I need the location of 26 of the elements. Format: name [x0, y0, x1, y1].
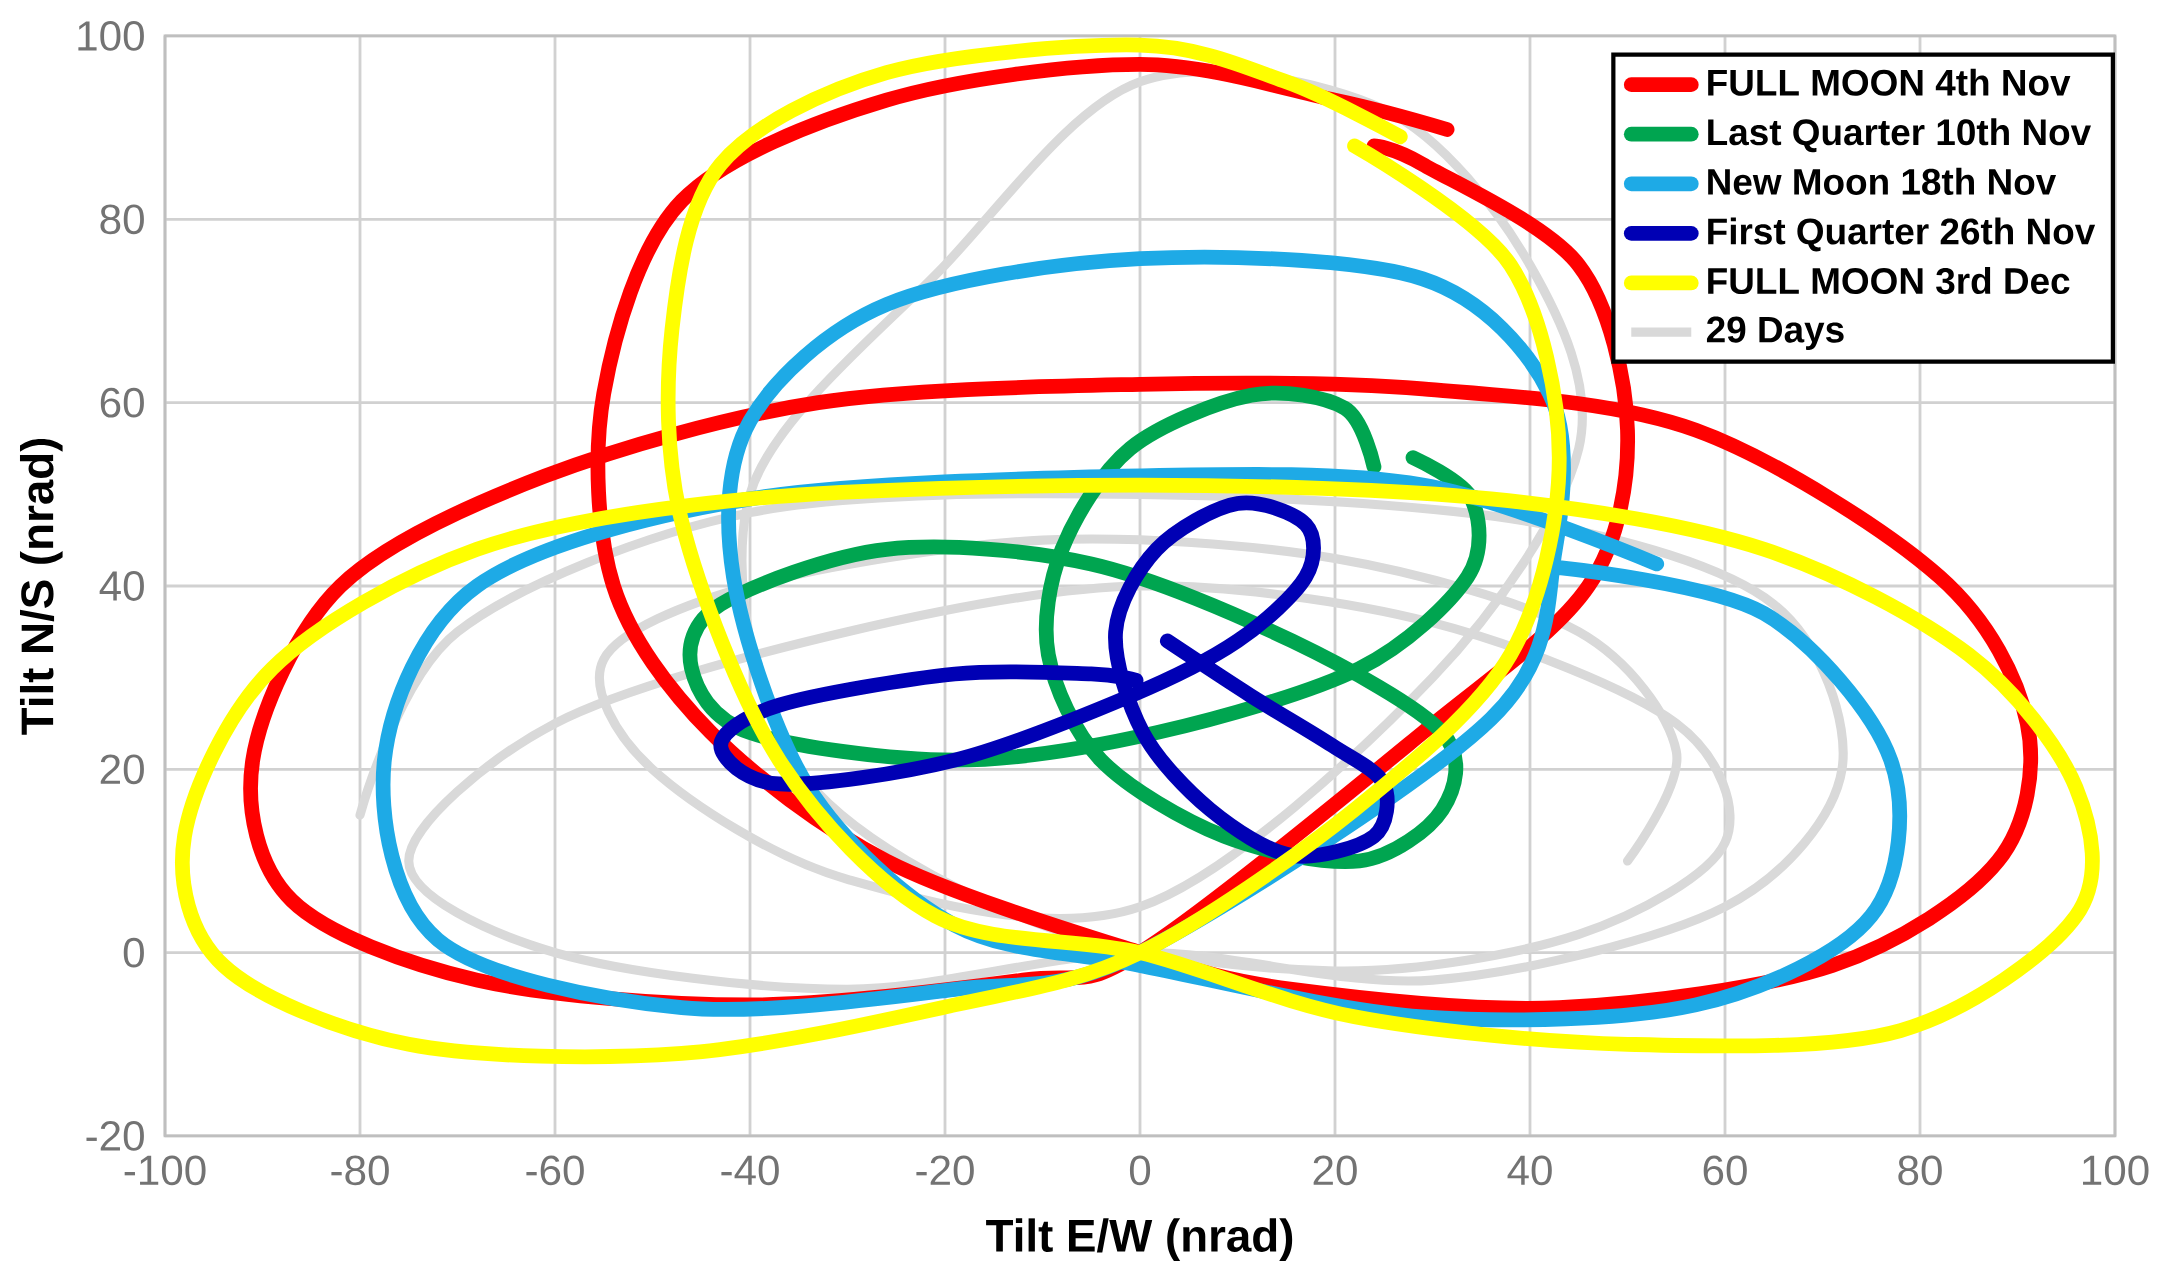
- legend-label: 29 Days: [1706, 316, 1844, 351]
- y-tick-label: 100: [78, 21, 144, 51]
- y-tick-label: -20: [86, 1121, 144, 1151]
- x-tick-label: -60: [526, 1155, 584, 1186]
- legend-label: New Moon 18th Nov: [1708, 167, 2057, 195]
- x-tick-label: -20: [916, 1155, 974, 1186]
- x-tick-label: 20: [1313, 1155, 1357, 1186]
- x-axis-title: Tilt E/W (nrad): [986, 1218, 1293, 1261]
- x-tick-label: -100: [124, 1155, 206, 1186]
- x-tick-label: 80: [1898, 1155, 1942, 1186]
- y-tick-label: 20: [100, 754, 144, 785]
- legend-label: First Quarter 26th Nov: [1708, 217, 2096, 252]
- x-tick-label: 100: [2083, 1155, 2149, 1186]
- legend-label: Last Quarter 10th Nov: [1708, 118, 2091, 153]
- x-tick-label: 60: [1703, 1155, 1747, 1186]
- y-axis-title: Tilt N/S (nrad): [19, 438, 63, 735]
- y-tick-label: 0: [123, 937, 144, 968]
- y-tick-label: 80: [100, 204, 144, 235]
- x-tick-label: 0: [1129, 1155, 1151, 1186]
- x-tick-label: -40: [721, 1155, 779, 1186]
- x-tick-label: 40: [1507, 1155, 1552, 1186]
- y-tick-label: 60: [100, 387, 144, 418]
- legend-label: FULL MOON 3rd Dec: [1708, 267, 2070, 295]
- y-tick-label: 40: [99, 571, 144, 601]
- x-tick-label: -80: [331, 1155, 389, 1186]
- legend-label: FULL MOON 4th Nov: [1708, 68, 2071, 96]
